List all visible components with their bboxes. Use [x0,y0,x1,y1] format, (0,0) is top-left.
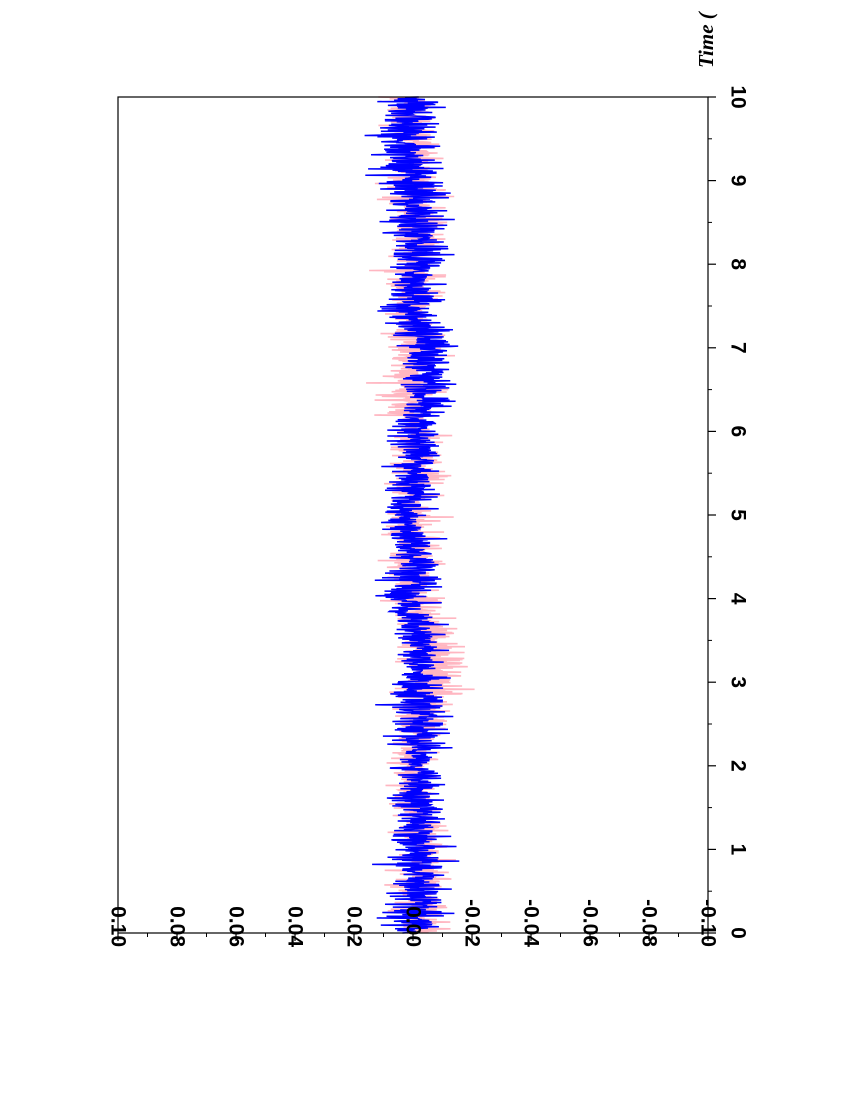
y-tick-label: 0.04 [284,906,307,947]
y-tick-label: -0.10 [697,899,720,947]
x-tick-label: 7 [727,342,750,354]
series-layer [364,96,475,934]
y-tick-label: 0.08 [166,906,189,947]
x-tick-label: 0 [727,927,750,939]
x-tick-label: 6 [727,426,750,438]
x-tick-label: 3 [727,676,750,688]
y-tick-label: -0.04 [520,899,543,947]
ticks-layer [117,96,716,941]
x-tick-label: 1 [727,844,750,856]
labels-layer: 0 1 2 3 4 5 6 7 8 9 10 0.10 0.08 0.06 0.04 0.02 0.00 -0.0… [107,85,750,947]
series-line-2 [364,96,460,934]
y-tick-label: -0.06 [579,899,602,947]
x-tick-label: 8 [727,258,750,270]
x-tick-label: 10 [727,85,750,108]
y-tick-label: 0.02 [343,906,366,947]
y-tick-label: 0.10 [107,906,130,947]
y-tick-label: 0.06 [225,906,248,947]
y-tick-label: -0.02 [461,899,484,947]
x-axis-title: Time ( [694,10,718,68]
x-tick-label: 4 [727,593,750,605]
y-tick-label: -0.08 [638,899,661,947]
x-tick-label: 5 [727,509,750,521]
x-tick-label: 9 [727,175,750,187]
y-tick-label: 0.00 [402,906,425,947]
x-tick-label: 2 [727,760,750,772]
